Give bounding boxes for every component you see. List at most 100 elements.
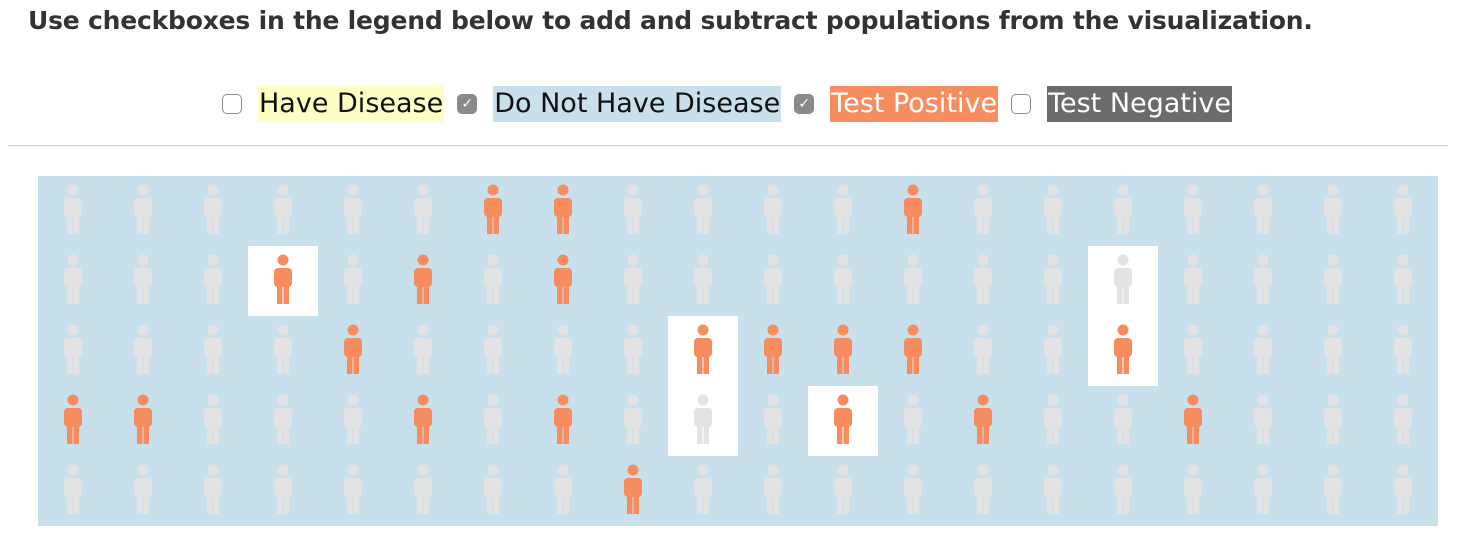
person-cell [1394,184,1412,234]
person-cell [904,254,922,304]
person-icon [764,464,782,514]
person-icon [204,184,222,234]
person-cell [624,184,642,234]
person-icon [1254,184,1272,234]
person-cell [1114,394,1132,444]
person-icon [764,324,782,374]
person-icon [624,394,642,444]
person-cell [344,394,362,444]
person-icon [834,254,852,304]
legend-label-do-not-have-disease: Do Not Have Disease [493,86,782,122]
person-cell [974,394,992,444]
person-cell [624,394,642,444]
person-cell [1394,254,1412,304]
person-cell [904,184,922,234]
person-cell [248,246,318,316]
person-cell [484,394,502,444]
person-icon [1114,184,1132,234]
person-cell [694,184,712,234]
person-icon [1184,394,1202,444]
legend-item-test-positive[interactable]: ✓ Test Positive [794,86,999,122]
person-cell [1184,254,1202,304]
person-cell [554,254,572,304]
person-icon [274,254,292,304]
person-cell [1114,184,1132,234]
person-cell [554,184,572,234]
person-icon [1114,254,1132,304]
person-cell [274,324,292,374]
legend-item-have-disease[interactable]: Have Disease [222,86,445,122]
person-icon [554,184,572,234]
person-cell [834,464,852,514]
person-cell [764,254,782,304]
person-icon [694,324,712,374]
person-cell [808,386,878,456]
person-cell [1114,464,1132,514]
test-positive-checkbox[interactable]: ✓ [794,94,815,114]
person-icon [64,184,82,234]
person-cell [1254,184,1272,234]
person-cell [834,254,852,304]
person-icon [344,324,362,374]
person-cell [204,254,222,304]
person-cell [64,184,82,234]
do-not-have-disease-checkbox[interactable]: ✓ [457,94,478,114]
test-negative-checkbox[interactable] [1011,94,1032,114]
person-icon [1044,324,1062,374]
person-cell [484,184,502,234]
person-cell [974,254,992,304]
person-cell [1324,394,1342,444]
person-cell [554,394,572,444]
person-icon [274,394,292,444]
person-icon [834,464,852,514]
person-icon [204,394,222,444]
person-icon [1044,394,1062,444]
person-cell [974,464,992,514]
person-cell [904,394,922,444]
person-icon [1114,394,1132,444]
person-cell [668,386,738,456]
person-icon [904,254,922,304]
person-cell [1184,184,1202,234]
person-icon [134,184,152,234]
person-cell [554,324,572,374]
person-icon [1114,324,1132,374]
person-icon [1114,464,1132,514]
person-cell [764,394,782,444]
person-cell [134,254,152,304]
person-icon [1394,254,1412,304]
person-icon [1254,254,1272,304]
person-icon [414,464,432,514]
person-icon [764,254,782,304]
have-disease-checkbox[interactable] [222,94,242,114]
person-cell [414,184,432,234]
legend: Have Disease ✓ Do Not Have Disease ✓ Tes… [222,86,1232,122]
legend-item-do-not-have-disease[interactable]: ✓ Do Not Have Disease [457,86,782,122]
checkmark-icon: ✓ [798,96,811,112]
person-icon [414,324,432,374]
person-icon [484,464,502,514]
person-icon [134,324,152,374]
person-cell [414,324,432,374]
person-icon [484,254,502,304]
legend-label-test-negative: Test Negative [1047,86,1232,122]
person-icon [414,254,432,304]
person-icon [64,254,82,304]
person-icon [1324,254,1342,304]
person-icon [1394,184,1412,234]
legend-item-test-negative[interactable]: Test Negative [1011,86,1232,122]
person-cell [484,464,502,514]
person-cell [1088,316,1158,386]
person-icon [904,184,922,234]
person-icon [904,464,922,514]
person-icon [1324,184,1342,234]
person-icon [1324,394,1342,444]
person-icon [204,254,222,304]
person-cell [274,464,292,514]
person-cell [204,394,222,444]
person-cell [1324,254,1342,304]
person-icon [764,394,782,444]
person-icon [484,184,502,234]
person-icon [1044,464,1062,514]
person-icon [344,254,362,304]
